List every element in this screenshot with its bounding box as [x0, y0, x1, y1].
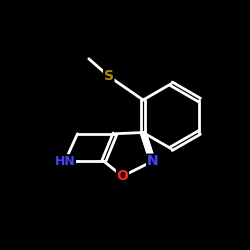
Text: N: N [147, 154, 158, 168]
Text: S: S [104, 69, 114, 83]
Text: O: O [116, 169, 128, 183]
Text: HN: HN [54, 155, 76, 168]
